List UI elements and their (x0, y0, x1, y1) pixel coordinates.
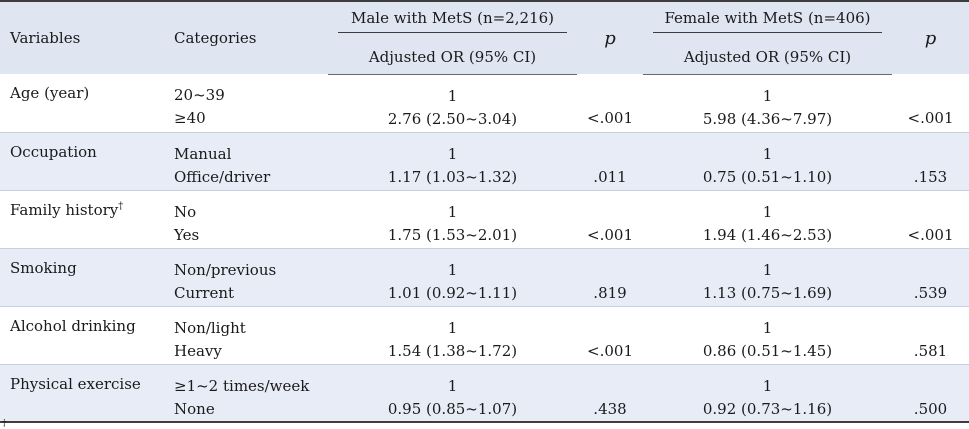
male-ref: 1 (447, 144, 458, 163)
row-categories: Manual Office/driver (166, 132, 328, 191)
row-variable: Physical exercise (0, 364, 166, 423)
category-comp: Heavy (174, 341, 222, 360)
table-row: Family history† No Yes 1 1.75 (1.53~2.01) … (0, 190, 969, 249)
female-ref: 1 (762, 318, 773, 337)
female-ref: 1 (762, 86, 773, 105)
male-p-value: <.001 (577, 190, 643, 249)
female-p-value: <.001 (892, 74, 969, 133)
row-variable: Family history† (0, 190, 166, 249)
male-or-cell: 1 1.17 (1.03~1.32) (328, 132, 577, 191)
category-comp: ≥40 (174, 109, 206, 127)
table-row: Physical exercise ≥1~2 times/week None 1 0… (0, 364, 969, 423)
row-categories: No Yes (166, 190, 328, 249)
female-or-cell: 1 1.13 (0.75~1.69) (643, 248, 892, 307)
male-estimate: 2.76 (2.50~3.04) (387, 109, 518, 128)
category-comp: Office/driver (174, 167, 271, 186)
header-male-group-label: Male with MetS (n=2,216) (338, 9, 567, 33)
variable-label: Family history (10, 200, 119, 219)
male-or-cell: 1 2.76 (2.50~3.04) (328, 74, 577, 133)
female-ref: 1 (762, 376, 773, 395)
category-comp: None (174, 399, 215, 418)
female-ref: 1 (762, 202, 773, 221)
row-categories: Non/previous Current (166, 248, 328, 307)
female-or-cell: 1 0.92 (0.73~1.16) (643, 364, 892, 423)
female-estimate: 1.94 (1.46~2.53) (702, 225, 833, 244)
female-p-value: .539 (892, 248, 969, 307)
row-variable: Age (year) (0, 74, 166, 133)
header-variables: Variables (0, 1, 166, 74)
male-estimate: 1.01 (0.92~1.11) (387, 283, 518, 302)
male-estimate: 0.95 (0.85~1.07) (387, 399, 518, 418)
male-ref: 1 (447, 376, 458, 395)
variable-label: Alcohol drinking (10, 316, 136, 335)
female-estimate: 1.13 (0.75~1.69) (702, 283, 833, 302)
male-ref: 1 (447, 202, 458, 221)
footnote-mark: † (118, 200, 124, 212)
header-male-p: p (577, 1, 643, 74)
variable-label: Physical exercise (10, 374, 141, 393)
category-ref: No (174, 202, 197, 221)
row-variable: Occupation (0, 132, 166, 191)
male-or-cell: 1 1.01 (0.92~1.11) (328, 248, 577, 307)
male-ref: 1 (447, 318, 458, 337)
header-female-or: Adjusted OR (95% CI) (643, 40, 892, 75)
category-ref: 20~39 (174, 86, 225, 104)
male-p-value: .438 (577, 364, 643, 423)
female-or-cell: 1 5.98 (4.36~7.97) (643, 74, 892, 133)
table-row: Age (year) 20~39 ≥40 1 2.76 (2.50~3.04) <.… (0, 74, 969, 133)
row-categories: ≥1~2 times/week None (166, 364, 328, 423)
table-row: Occupation Manual Office/driver 1 1.17 (1.… (0, 132, 969, 191)
male-p-value: <.001 (577, 306, 643, 365)
male-or-cell: 1 0.95 (0.85~1.07) (328, 364, 577, 423)
table-header: Variables Categories Male with MetS (n=2… (0, 1, 969, 75)
male-p-value: .011 (577, 132, 643, 191)
row-categories: 20~39 ≥40 (166, 74, 328, 133)
female-p-value: .153 (892, 132, 969, 191)
header-categories: Categories (166, 1, 328, 74)
male-p-value: .819 (577, 248, 643, 307)
header-female-p: p (892, 1, 969, 74)
category-ref: ≥1~2 times/week (174, 376, 310, 395)
row-categories: Non/light Heavy (166, 306, 328, 365)
male-p-value: <.001 (577, 74, 643, 133)
male-ref: 1 (447, 260, 458, 279)
variable-label: Age (year) (10, 84, 90, 102)
female-ref: 1 (762, 144, 773, 163)
female-or-cell: 1 0.75 (0.51~1.10) (643, 132, 892, 191)
female-p-value: <.001 (892, 190, 969, 249)
table-row: Alcohol drinking Non/light Heavy 1 1.54 (1… (0, 306, 969, 365)
male-estimate: 1.17 (1.03~1.32) (387, 167, 518, 186)
category-ref: Non/light (174, 318, 246, 337)
female-estimate: 5.98 (4.36~7.97) (702, 109, 833, 128)
variable-label: Occupation (10, 142, 97, 161)
male-ref: 1 (447, 86, 458, 105)
male-estimate: 1.75 (1.53~2.01) (387, 225, 518, 244)
female-ref: 1 (762, 260, 773, 279)
category-comp: Yes (174, 225, 200, 244)
footnote-marker: † (2, 419, 7, 429)
header-female-group-label: Female with MetS (n=406) (653, 9, 882, 33)
table-body: Age (year) 20~39 ≥40 1 2.76 (2.50~3.04) <.… (0, 74, 969, 423)
female-estimate: 0.75 (0.51~1.10) (702, 167, 833, 186)
category-ref: Non/previous (174, 260, 277, 279)
category-comp: Current (174, 283, 235, 302)
male-estimate: 1.54 (1.38~1.72) (387, 341, 518, 360)
row-variable: Alcohol drinking (0, 306, 166, 365)
female-or-cell: 1 1.94 (1.46~2.53) (643, 190, 892, 249)
table-row: Smoking Non/previous Current 1 1.01 (0.92~… (0, 248, 969, 307)
row-variable: Smoking (0, 248, 166, 307)
female-p-value: .500 (892, 364, 969, 423)
header-female-group: Female with MetS (n=406) (643, 1, 892, 40)
male-or-cell: 1 1.54 (1.38~1.72) (328, 306, 577, 365)
female-p-value: .581 (892, 306, 969, 365)
female-or-cell: 1 0.86 (0.51~1.45) (643, 306, 892, 365)
category-ref: Manual (174, 144, 232, 163)
male-or-cell: 1 1.75 (1.53~2.01) (328, 190, 577, 249)
header-male-group: Male with MetS (n=2,216) (328, 1, 577, 40)
header-male-or: Adjusted OR (95% CI) (328, 40, 577, 75)
female-estimate: 0.92 (0.73~1.16) (702, 399, 833, 418)
variable-label: Smoking (10, 258, 77, 277)
female-estimate: 0.86 (0.51~1.45) (702, 341, 833, 360)
